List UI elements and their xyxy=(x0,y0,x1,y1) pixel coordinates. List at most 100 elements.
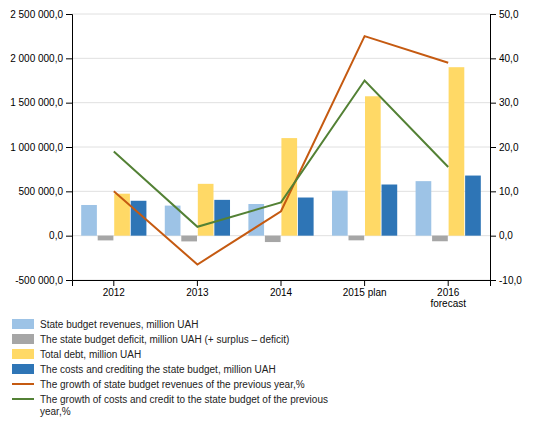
tick: 2014 xyxy=(270,280,293,298)
legend-item: State budget revenues, million UAH xyxy=(12,319,198,330)
tick-mark xyxy=(66,191,72,192)
tick-label: 2015 plan xyxy=(343,287,387,298)
tick-label: -10,0 xyxy=(499,275,522,286)
grid-line xyxy=(72,58,490,59)
bar xyxy=(416,181,432,236)
tick-label: 40,0 xyxy=(499,53,519,64)
tick-mark xyxy=(66,147,72,148)
tick-label: 10,0 xyxy=(499,186,519,197)
legend-item: The costs and crediting the state budget… xyxy=(12,364,276,375)
bar xyxy=(181,236,197,242)
bar xyxy=(98,236,114,241)
tick: 2 000 000,0 xyxy=(10,53,72,64)
tick: -10,0 xyxy=(490,275,522,286)
bar xyxy=(114,194,130,236)
bar xyxy=(449,67,465,235)
tick: 10,0 xyxy=(490,186,519,197)
tick-mark xyxy=(66,236,72,237)
x-axis: 2012 2013 2014 2015 plan 2016forecast xyxy=(73,280,491,309)
tick: 1 500 000,0 xyxy=(10,97,72,108)
tick: 500 000,0 xyxy=(19,186,73,197)
legend-swatch xyxy=(12,398,34,400)
tick-label: 2 500 000,0 xyxy=(10,9,63,20)
tick-mark xyxy=(66,280,72,281)
tick: 2015 plan xyxy=(343,280,387,298)
tick-label: 1 500 000,0 xyxy=(10,97,63,108)
bar xyxy=(465,176,481,236)
tick: -500 000,0 xyxy=(15,275,72,286)
legend-swatch xyxy=(12,349,34,359)
tick: 20,0 xyxy=(490,142,519,153)
bar xyxy=(432,236,448,242)
legend-label: State budget revenues, million UAH xyxy=(40,319,198,330)
tick-mark xyxy=(448,280,449,286)
tick-mark xyxy=(490,14,496,15)
tick-mark xyxy=(66,14,72,15)
tick: 2012 xyxy=(103,280,126,298)
grid-line xyxy=(72,14,490,15)
line xyxy=(114,36,448,264)
tick: 0,0 xyxy=(49,230,72,241)
marks xyxy=(81,36,481,264)
legend-item: Total debt, million UAH xyxy=(12,349,141,360)
tick: 30,0 xyxy=(490,97,519,108)
tick-label: 1 000 000,0 xyxy=(10,142,63,153)
grid-line xyxy=(72,102,490,103)
tick-mark xyxy=(66,58,72,59)
legend-label: The growth of state budget revenues of t… xyxy=(40,379,305,390)
tick-mark xyxy=(364,280,365,286)
axis-domain xyxy=(73,281,491,287)
legend-item: The state budget deficit, million UAH (+… xyxy=(12,334,289,345)
bar xyxy=(298,198,314,236)
tick-mark xyxy=(490,103,496,104)
legend-swatch xyxy=(12,319,34,329)
legend: State budget revenues, million UAH The st… xyxy=(12,319,328,417)
legend-label: The state budget deficit, million UAH (+… xyxy=(40,334,289,345)
legend-label: The growth of costs and credit to the st… xyxy=(40,394,328,417)
line xyxy=(114,81,448,227)
bar xyxy=(348,236,364,241)
tick: 0,0 xyxy=(490,230,513,241)
tick-label: 2012 xyxy=(103,287,126,298)
tick-label: 2016forecast xyxy=(430,287,466,309)
tick-label: 2 000 000,0 xyxy=(10,53,63,64)
tick-label: 50,0 xyxy=(499,9,519,20)
legend-swatch xyxy=(12,383,34,385)
bar xyxy=(365,96,381,235)
axis-domain xyxy=(491,15,497,281)
tick: 1 000 000,0 xyxy=(10,142,72,153)
tick-mark xyxy=(113,280,114,286)
bar-series xyxy=(131,176,481,236)
tick: 50,0 xyxy=(490,9,519,20)
legend-swatch xyxy=(12,364,34,374)
tick-mark xyxy=(66,103,72,104)
tick-mark xyxy=(490,147,496,148)
tick-mark xyxy=(490,236,496,237)
y-axis: -500 000,0 0,0 500 000,0 1 000 000,0 1 500 0… xyxy=(10,9,72,286)
legend-item: The growth of state budget revenues of t… xyxy=(12,379,305,390)
tick-mark xyxy=(490,191,496,192)
y2-axis: -10,0 0,0 10,0 20,0 30,0 40,0 50,0 xyxy=(490,9,522,286)
tick-mark xyxy=(281,280,282,286)
tick-label: 20,0 xyxy=(499,142,519,153)
bar xyxy=(382,185,398,236)
tick: 2 500 000,0 xyxy=(10,9,72,20)
bar xyxy=(281,138,297,236)
bar xyxy=(198,184,214,236)
tick-label: 2014 xyxy=(270,287,293,298)
bar-series xyxy=(114,67,464,235)
tick: 2013 xyxy=(186,280,209,298)
tick-label: 0,0 xyxy=(499,230,513,241)
legend-swatch xyxy=(12,334,34,344)
bar xyxy=(332,191,348,236)
tick: 40,0 xyxy=(490,53,519,64)
legend-item: The growth of costs and credit to the st… xyxy=(12,394,328,417)
grid xyxy=(72,14,490,280)
axis-domain xyxy=(66,15,73,281)
plot: -500 000,0 0,0 500 000,0 1 000 000,0 1 500 0… xyxy=(10,9,522,309)
bar xyxy=(265,236,281,242)
tick-label: 0,0 xyxy=(49,230,63,241)
bar xyxy=(81,205,97,236)
tick-label: 30,0 xyxy=(499,97,519,108)
tick-label: 2013 xyxy=(186,287,209,298)
